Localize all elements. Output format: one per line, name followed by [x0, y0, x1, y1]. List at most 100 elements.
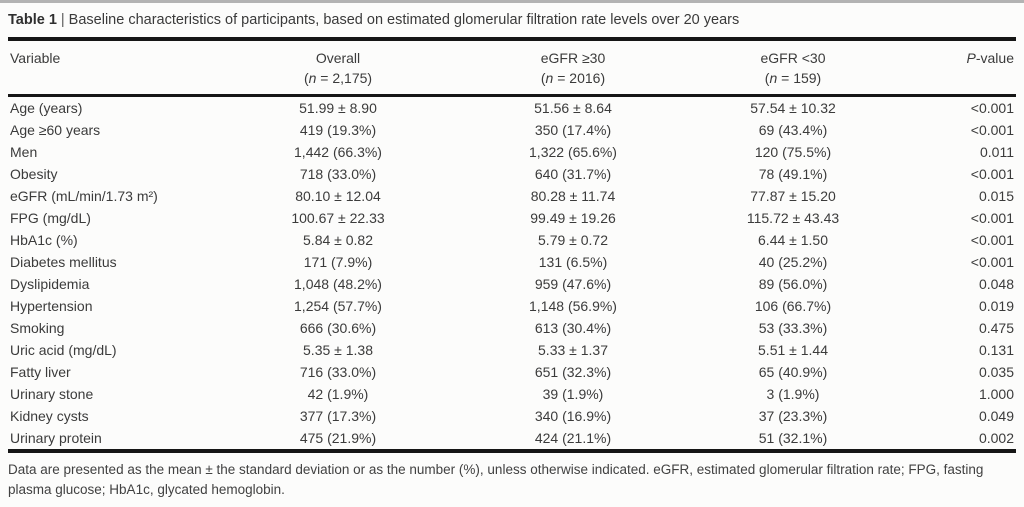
cell-p-value: <0.001: [970, 254, 1014, 270]
cell-p-value: 0.035: [978, 364, 1014, 380]
cell-egfr-ge30: 613 (30.4%): [534, 320, 612, 336]
header-row: Variable Overall (n = 2,175) eGFR ≥30 (n…: [8, 41, 1016, 97]
row-label: Kidney cysts: [10, 408, 89, 424]
cell-p-value: 0.049: [978, 408, 1014, 424]
cell-overall: 666 (30.6%): [299, 320, 377, 336]
cell-p-value: 0.015: [978, 188, 1014, 204]
cell-egfr-lt30: 115.72 ± 43.43: [746, 210, 840, 226]
row-label: Age ≥60 years: [10, 122, 101, 138]
table-row: Age ≥60 years 419 (19.3%) 350 (17.4%) 69 (4…: [8, 119, 1016, 141]
table-row: Smoking 666 (30.6%) 613 (30.4%) 53 (33.3%) 0…: [8, 317, 1016, 339]
cell-egfr-ge30: 424 (21.1%): [463, 427, 683, 453]
title-separator: |: [60, 12, 65, 28]
cell-p-value: 1.000: [978, 386, 1014, 402]
table-row: eGFR (mL/min/1.73 m²) 80.10 ± 12.04 80.28 …: [8, 185, 1016, 207]
cell-p-value: 0.048: [978, 276, 1014, 292]
cell-egfr-lt30: 51 (32.1%): [683, 427, 903, 453]
column-header-variable: Variable: [8, 41, 213, 97]
row-label: Urinary protein: [8, 427, 213, 453]
cell-egfr-ge30: 39 (1.9%): [542, 386, 604, 402]
cell-egfr-lt30: 5.51 ± 1.44: [758, 342, 828, 358]
cell-egfr-ge30: 51.56 ± 8.64: [534, 100, 612, 116]
cell-egfr-lt30: 69 (43.4%): [758, 122, 828, 138]
table-row: Hypertension 1,254 (57.7%) 1,148 (56.9%) 10…: [8, 295, 1016, 317]
cell-overall: 5.35 ± 1.38: [303, 342, 373, 358]
table-row: Uric acid (mg/dL) 5.35 ± 1.38 5.33 ± 1.37 5…: [8, 339, 1016, 361]
cell-p-value: <0.001: [970, 100, 1014, 116]
table-row: HbA1c (%) 5.84 ± 0.82 5.79 ± 0.72 6.44 ± 1.…: [8, 229, 1016, 251]
cell-egfr-lt30: 65 (40.9%): [758, 364, 828, 380]
table-title: Table 1 | Baseline characteristics of part…: [8, 3, 1016, 31]
row-label: Smoking: [10, 320, 65, 336]
cell-p-value: 0.011: [980, 144, 1014, 160]
cell-egfr-ge30: 651 (32.3%): [534, 364, 612, 380]
table-row: Dyslipidemia 1,048 (48.2%) 959 (47.6%) 89 (…: [8, 273, 1016, 295]
cell-overall: 1,048 (48.2%): [294, 276, 382, 292]
cell-overall: 1,254 (57.7%): [294, 298, 382, 314]
table-row: Urinary protein 475 (21.9%) 424 (21.1%) 51 …: [8, 427, 1016, 453]
cell-overall: 1,442 (66.3%): [294, 144, 382, 160]
cell-egfr-lt30: 120 (75.5%): [754, 144, 832, 160]
cell-overall: 716 (33.0%): [299, 364, 377, 380]
row-label: Uric acid (mg/dL): [10, 342, 117, 358]
cell-egfr-ge30: 959 (47.6%): [534, 276, 612, 292]
cell-p-value: <0.001: [970, 232, 1014, 248]
cell-p-value: 0.019: [978, 298, 1014, 314]
cell-egfr-lt30: 3 (1.9%): [766, 386, 820, 402]
cell-egfr-lt30: 106 (66.7%): [754, 298, 832, 314]
row-label: Dyslipidemia: [10, 276, 90, 292]
column-header-egfr-ge30-n: (n = 2016): [540, 70, 606, 86]
rule-under-title: [8, 37, 1016, 41]
cell-p-value: <0.001: [970, 166, 1014, 182]
cell-egfr-lt30: 89 (56.0%): [758, 276, 828, 292]
cell-egfr-ge30: 80.28 ± 11.74: [530, 188, 616, 204]
cell-egfr-ge30: 5.79 ± 0.72: [538, 232, 608, 248]
row-label: Age (years): [10, 100, 83, 116]
column-header-egfr-lt30-label: eGFR <30: [760, 50, 826, 66]
cell-p-value: <0.001: [970, 122, 1014, 138]
table-row: Age (years) 51.99 ± 8.90 51.56 ± 8.64 57.54…: [8, 96, 1016, 120]
cell-overall: 80.10 ± 12.04: [295, 188, 381, 204]
table-row: Kidney cysts 377 (17.3%) 340 (16.9%) 37 (23…: [8, 405, 1016, 427]
cell-egfr-ge30: 1,148 (56.9%): [529, 298, 617, 314]
cell-overall: 100.67 ± 22.33: [291, 210, 385, 226]
cell-overall: 51.99 ± 8.90: [299, 100, 377, 116]
cell-p-value: 0.131: [978, 342, 1014, 358]
cell-overall: 5.84 ± 0.82: [303, 232, 373, 248]
cell-egfr-ge30: 5.33 ± 1.37: [538, 342, 608, 358]
cell-egfr-lt30: 77.87 ± 15.20: [750, 188, 836, 204]
page-top-strip: [0, 0, 1024, 3]
table-footnote: Data are presented as the mean ± the sta…: [8, 462, 984, 497]
cell-overall: 42 (1.9%): [307, 386, 369, 402]
cell-egfr-lt30: 40 (25.2%): [758, 254, 828, 270]
cell-overall: 718 (33.0%): [299, 166, 377, 182]
cell-overall: 171 (7.9%): [303, 254, 373, 270]
table-body: Age (years) 51.99 ± 8.90 51.56 ± 8.64 57.54…: [8, 96, 1016, 453]
row-label: Fatty liver: [10, 364, 71, 380]
table-row: Fatty liver 716 (33.0%) 651 (32.3%) 65 (40.…: [8, 361, 1016, 383]
table-row: Urinary stone 42 (1.9%) 39 (1.9%) 3 (1.9%) 1…: [8, 383, 1016, 405]
cell-p-value: 0.475: [978, 320, 1014, 336]
cell-egfr-ge30: 350 (17.4%): [534, 122, 612, 138]
column-header-egfr-ge30-label: eGFR ≥30: [540, 50, 606, 66]
table-header: Variable Overall (n = 2,175) eGFR ≥30 (n…: [8, 41, 1016, 97]
table-row: FPG (mg/dL) 100.67 ± 22.33 99.49 ± 19.26 11…: [8, 207, 1016, 229]
row-label: eGFR (mL/min/1.73 m²): [10, 188, 158, 204]
table-row: Men 1,442 (66.3%) 1,322 (65.6%) 120 (75.5%)…: [8, 141, 1016, 163]
table-row: Diabetes mellitus 171 (7.9%) 131 (6.5%) 40 …: [8, 251, 1016, 273]
cell-egfr-ge30: 99.49 ± 19.26: [530, 210, 616, 226]
cell-p-value: 0.002: [903, 427, 1016, 453]
cell-overall: 377 (17.3%): [299, 408, 377, 424]
row-label: Urinary stone: [10, 386, 94, 402]
row-label: Hypertension: [10, 298, 93, 314]
row-label: Diabetes mellitus: [10, 254, 117, 270]
cell-egfr-ge30: 340 (16.9%): [534, 408, 612, 424]
row-label: Obesity: [10, 166, 58, 182]
cell-p-value: <0.001: [970, 210, 1014, 226]
column-header-egfr-lt30-n: (n = 159): [764, 70, 822, 86]
cell-overall: 475 (21.9%): [213, 427, 463, 453]
cell-egfr-lt30: 57.54 ± 10.32: [750, 100, 836, 116]
row-label: Men: [10, 144, 38, 160]
cell-egfr-lt30: 6.44 ± 1.50: [758, 232, 828, 248]
baseline-characteristics-table: Variable Overall (n = 2,175) eGFR ≥30 (n…: [8, 41, 1016, 453]
